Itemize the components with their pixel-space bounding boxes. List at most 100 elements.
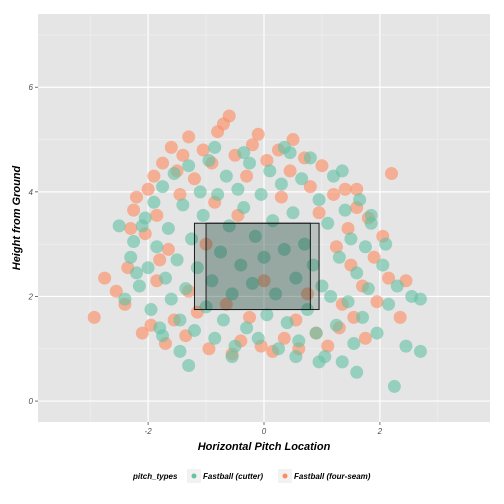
y-tick-label: 2 xyxy=(28,292,34,301)
data-point xyxy=(382,271,396,285)
y-tick-labels: 0 2 4 6 xyxy=(28,83,38,406)
data-point xyxy=(240,169,254,183)
data-point xyxy=(263,164,277,178)
data-point xyxy=(350,182,364,196)
data-point xyxy=(144,303,158,317)
data-point xyxy=(344,232,358,246)
data-point xyxy=(295,172,309,186)
data-point xyxy=(283,164,297,178)
data-point xyxy=(321,339,335,353)
data-point xyxy=(127,203,141,217)
data-point xyxy=(289,350,303,364)
data-point xyxy=(98,271,112,285)
legend-key xyxy=(282,473,288,479)
x-axis-title: Horizontal Pitch Location xyxy=(198,441,331,453)
x-tick-label: 0 xyxy=(262,427,267,436)
data-point xyxy=(202,153,216,167)
data-point xyxy=(164,292,178,306)
data-point xyxy=(364,216,378,230)
data-point xyxy=(382,297,396,311)
data-point xyxy=(150,208,164,222)
legend-title: pitch_types xyxy=(132,472,178,481)
data-point xyxy=(289,271,303,285)
data-point xyxy=(390,279,404,293)
data-point xyxy=(109,284,123,298)
data-point xyxy=(384,167,398,181)
data-point xyxy=(399,339,413,353)
data-point xyxy=(179,282,193,296)
data-point xyxy=(222,109,236,123)
data-point xyxy=(141,182,155,196)
data-point xyxy=(147,169,161,183)
legend-label: Fastball (four-seam) xyxy=(294,472,371,481)
data-point xyxy=(211,187,225,201)
data-point xyxy=(303,180,317,194)
data-point xyxy=(156,329,170,343)
data-point xyxy=(161,242,175,256)
data-point xyxy=(130,266,144,280)
data-point xyxy=(243,310,257,324)
data-point xyxy=(135,326,149,340)
data-point xyxy=(329,318,343,332)
series-0 xyxy=(87,109,413,361)
data-point xyxy=(182,359,196,373)
data-point xyxy=(274,177,288,191)
data-point xyxy=(332,250,346,264)
data-point xyxy=(358,331,372,345)
data-point xyxy=(329,240,343,254)
data-point xyxy=(341,295,355,309)
data-point xyxy=(219,169,233,183)
data-point xyxy=(237,146,251,160)
legend-key xyxy=(191,473,197,479)
data-point xyxy=(303,151,317,165)
strike-zone xyxy=(205,222,311,311)
x-tick-label: 2 xyxy=(377,427,383,436)
data-point xyxy=(347,337,361,351)
data-point xyxy=(315,159,329,173)
data-point xyxy=(269,287,283,301)
data-point xyxy=(112,219,126,233)
data-point xyxy=(312,355,326,369)
data-point xyxy=(176,148,190,162)
data-point xyxy=(335,164,349,178)
data-point xyxy=(312,206,326,220)
data-point xyxy=(225,287,239,301)
data-point xyxy=(361,282,375,296)
data-point xyxy=(257,274,271,288)
x-tick-label: -2 xyxy=(145,427,153,436)
data-point xyxy=(257,250,271,264)
data-point xyxy=(161,221,175,235)
data-point xyxy=(196,143,210,157)
data-point xyxy=(387,379,401,393)
legend-entries: Fastball (cutter) Fastball (four-seam) xyxy=(187,469,371,483)
data-point xyxy=(324,289,338,303)
data-point xyxy=(167,167,181,181)
data-point xyxy=(130,190,144,204)
data-point xyxy=(370,326,384,340)
data-point xyxy=(260,308,274,322)
data-point xyxy=(413,292,427,306)
data-point xyxy=(338,182,352,196)
data-point xyxy=(225,350,239,364)
data-point xyxy=(170,253,184,267)
data-point xyxy=(118,292,132,306)
data-point xyxy=(277,140,291,154)
data-point xyxy=(327,187,341,201)
data-point xyxy=(132,279,146,293)
data-point xyxy=(187,172,201,186)
data-point xyxy=(356,310,370,324)
y-axis-title: Height from Ground xyxy=(11,165,23,270)
data-point xyxy=(286,206,300,220)
data-point xyxy=(338,203,352,217)
data-point xyxy=(341,221,355,235)
data-point xyxy=(147,195,161,209)
data-point xyxy=(176,198,190,212)
data-point xyxy=(173,344,187,358)
data-point xyxy=(271,342,285,356)
strike-zone xyxy=(193,222,320,311)
data-point xyxy=(335,355,349,369)
data-point xyxy=(251,331,265,345)
data-point xyxy=(243,156,257,170)
data-point xyxy=(298,237,312,251)
